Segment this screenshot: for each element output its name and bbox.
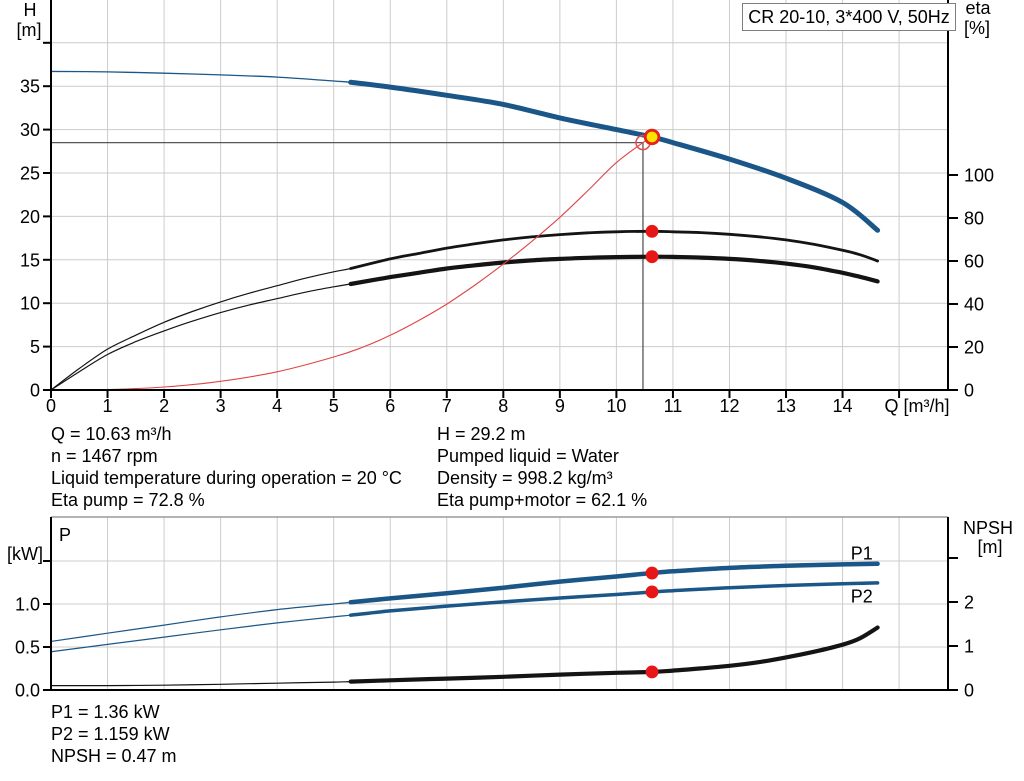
power-npsh-chart-left-axis-ticks: 0.0 0.5 1.0: [15, 560, 51, 701]
svg-text:7: 7: [442, 396, 452, 416]
svg-text:6: 6: [385, 396, 395, 416]
svg-text:12: 12: [719, 396, 739, 416]
svg-text:35: 35: [20, 77, 40, 97]
annotation-p2: P2 = 1.159 kW: [51, 724, 170, 744]
svg-text:30: 30: [20, 120, 40, 140]
svg-text:0.5: 0.5: [15, 638, 40, 658]
p2-curve: [50, 581, 880, 653]
pump-curve-qh: [50, 70, 881, 233]
eta-pump-duty-dot: [645, 224, 659, 238]
p1-curve: [50, 561, 880, 643]
svg-text:25: 25: [20, 164, 40, 184]
svg-text:60: 60: [964, 252, 984, 272]
svg-text:0: 0: [964, 381, 974, 401]
svg-text:11: 11: [664, 396, 683, 416]
svg-text:100: 100: [964, 166, 994, 186]
svg-text:0.0: 0.0: [15, 681, 40, 701]
system-curve: [50, 136, 653, 391]
annotation-liquid-temperature: Liquid temperature during operation = 20…: [51, 468, 402, 488]
annotation-head: H = 29.2 m: [437, 424, 526, 444]
svg-text:1.0: 1.0: [15, 595, 40, 615]
svg-text:1: 1: [964, 637, 974, 657]
p1-duty-dot: [645, 566, 659, 580]
eta-pump-motor-curve: [50, 254, 880, 391]
svg-text:Q [m³/h]: Q [m³/h]: [884, 396, 949, 416]
power-npsh-chart-axis-titles: P [kW] NPSH[m]: [7, 518, 1013, 564]
duty-data-right-column: H = 29.2 m Pumped liquid = Water Density…: [437, 423, 647, 511]
svg-text:4: 4: [272, 396, 282, 416]
npsh-duty-dot: [645, 665, 659, 679]
svg-text:2: 2: [964, 593, 974, 613]
annotation-pumped-liquid: Pumped liquid = Water: [437, 446, 619, 466]
qh-eta-chart-right-axis-ticks: 0 20 40 60 80 100: [948, 166, 994, 401]
annotation-npsh: NPSH = 0.47 m: [51, 746, 177, 766]
eta-pump-motor-duty-dot: [645, 250, 659, 264]
svg-text:5: 5: [329, 396, 339, 416]
qh-eta-chart-x-axis-ticks: 0 1 2 3 4 5 6 7 8 9 10 11 12 13 14 Q [m³/h]: [46, 390, 950, 416]
svg-text:[kW]: [kW]: [7, 544, 43, 564]
p1-label: P1: [851, 543, 873, 563]
svg-text:eta: eta: [965, 0, 991, 18]
p2-label: P2: [851, 586, 873, 606]
svg-text:NPSH: NPSH: [963, 518, 1013, 538]
qh-eta-chart-axes: [50, 0, 949, 391]
npsh-curve: [50, 625, 880, 687]
svg-text:5: 5: [30, 337, 40, 357]
svg-text:P: P: [59, 525, 71, 545]
annotation-density: Density = 998.2 kg/m³: [437, 468, 613, 488]
svg-text:3: 3: [216, 396, 226, 416]
svg-text:8: 8: [498, 396, 508, 416]
power-data-column: P1 = 1.36 kW P2 = 1.159 kW NPSH = 0.47 m: [51, 701, 177, 767]
pump-title: CR 20-10, 3*400 V, 50Hz: [748, 6, 950, 27]
annotation-eta-pump-motor: Eta pump+motor = 62.1 %: [437, 490, 648, 510]
svg-text:9: 9: [555, 396, 565, 416]
svg-text:14: 14: [833, 396, 853, 416]
svg-text:0: 0: [964, 681, 974, 701]
annotation-flow: Q = 10.63 m³/h: [51, 424, 172, 444]
svg-text:[m]: [m]: [17, 20, 42, 40]
qh-eta-chart-grid: [51, 0, 948, 390]
power-npsh-chart-right-axis-ticks: 0 1 2: [948, 557, 974, 701]
qh-eta-chart-left-axis-ticks: 0 5 10 15 20 25 30 35: [20, 41, 51, 401]
svg-text:1: 1: [103, 396, 113, 416]
svg-text:H: H: [24, 0, 37, 20]
svg-text:15: 15: [20, 250, 40, 270]
svg-text:[%]: [%]: [964, 18, 990, 38]
duty-data-left-column: Q = 10.63 m³/h n = 1467 rpm Liquid tempe…: [51, 423, 402, 511]
annotation-p1: P1 = 1.36 kW: [51, 702, 160, 722]
pump-title-box: CR 20-10, 3*400 V, 50Hz: [742, 3, 956, 31]
svg-text:10: 10: [20, 294, 40, 314]
annotation-eta-pump: Eta pump = 72.8 %: [51, 490, 205, 510]
svg-text:0: 0: [30, 381, 40, 401]
annotation-speed: n = 1467 rpm: [51, 446, 158, 466]
svg-text:20: 20: [964, 338, 984, 358]
eta-pump-curve: [50, 229, 879, 391]
svg-text:80: 80: [964, 209, 984, 229]
duty-point[interactable]: [643, 128, 661, 146]
p2-duty-dot: [645, 585, 659, 599]
svg-text:P1: P1: [851, 543, 873, 563]
svg-text:20: 20: [20, 207, 40, 227]
qh-eta-chart-axis-titles: H[m] eta[%]: [17, 0, 992, 40]
svg-text:10: 10: [606, 396, 626, 416]
svg-text:13: 13: [776, 396, 796, 416]
svg-text:0: 0: [46, 396, 56, 416]
svg-text:40: 40: [964, 295, 984, 315]
svg-text:[m]: [m]: [978, 537, 1003, 557]
svg-text:2: 2: [159, 396, 169, 416]
duty-crosshair: [51, 141, 644, 390]
svg-text:P2: P2: [851, 586, 873, 606]
